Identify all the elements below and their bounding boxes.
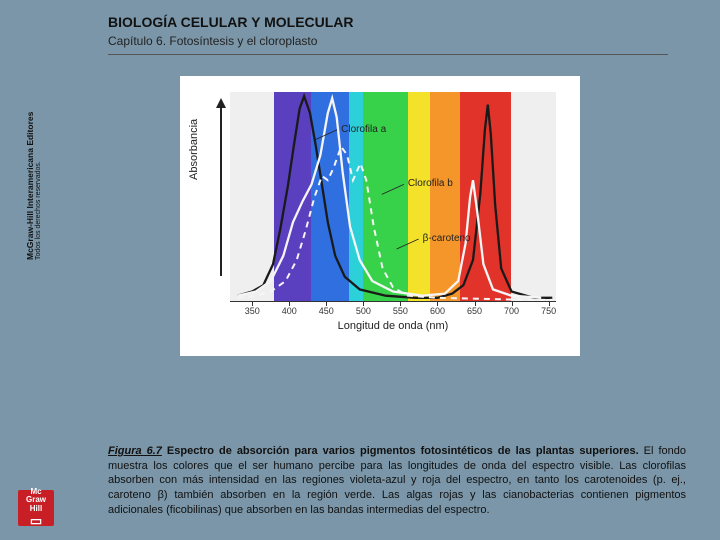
page-title: BIOLOGÍA CELULAR Y MOLECULAR xyxy=(108,14,700,30)
page-subtitle: Capítulo 6. Fotosíntesis y el cloroplast… xyxy=(108,34,700,48)
x-tick: 450 xyxy=(319,306,334,316)
figure-caption: Figura 6.7 Espectro de absorción para va… xyxy=(108,444,686,518)
publisher-logo: Mc Graw Hill ▭ xyxy=(18,490,54,526)
series-Clorofila a xyxy=(237,96,552,298)
x-tick: 600 xyxy=(430,306,445,316)
x-tick: 550 xyxy=(393,306,408,316)
series-label: Clorofila a xyxy=(341,124,386,135)
plot-area: Clorofila a Clorofila b β-caroteno xyxy=(230,92,556,302)
x-tick: 400 xyxy=(282,306,297,316)
figure-panel: Absorbancia Clorofila a Clorofila b β-caro… xyxy=(180,76,580,356)
publisher-name: McGraw-Hill Interamericana Editores xyxy=(26,60,35,260)
header: BIOLOGÍA CELULAR Y MOLECULAR Capítulo 6.… xyxy=(108,14,700,55)
logo-line3: Hill xyxy=(30,505,42,513)
y-axis-label: Absorbancia xyxy=(188,119,200,180)
book-icon: ▭ xyxy=(30,514,42,528)
x-tick: 500 xyxy=(356,306,371,316)
series-label: β-caroteno xyxy=(423,233,471,244)
x-tick: 700 xyxy=(504,306,519,316)
x-axis: Longitud de onda (nm) 350 400 450 500 550 600… xyxy=(230,306,556,332)
publisher-rights: Todos los derechos reservados. xyxy=(35,60,43,260)
x-tick: 350 xyxy=(245,306,260,316)
series-curves xyxy=(230,92,556,302)
caption-title: Espectro de absorción para varios pigmen… xyxy=(162,445,639,457)
series-label: Clorofila b xyxy=(408,178,453,189)
publisher-credit: McGraw-Hill Interamericana Editores Todo… xyxy=(26,60,43,260)
x-tick: 750 xyxy=(541,306,556,316)
absorption-chart: Absorbancia Clorofila a Clorofila b β-caro… xyxy=(190,86,568,348)
header-divider xyxy=(108,54,668,55)
x-tick: 650 xyxy=(467,306,482,316)
caption-figure-number: Figura 6.7 xyxy=(108,445,162,457)
x-axis-label: Longitud de onda (nm) xyxy=(230,320,556,332)
y-axis-arrow-icon xyxy=(216,98,226,278)
